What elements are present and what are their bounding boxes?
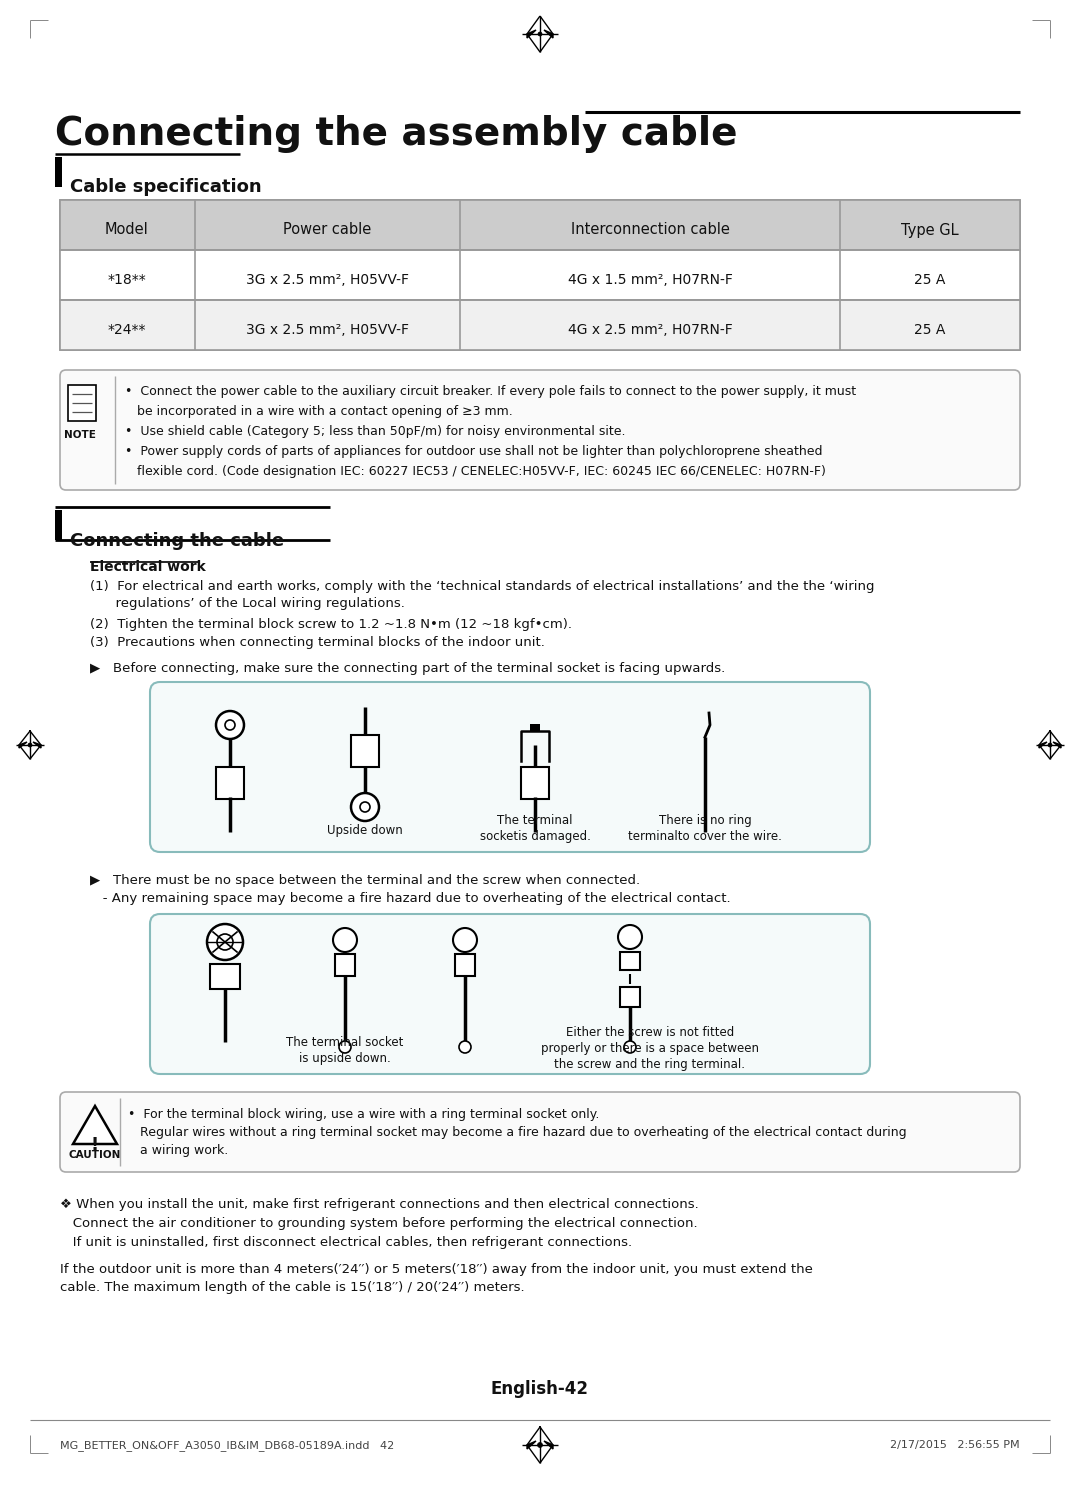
Text: 4G x 2.5 mm², H07RN-F: 4G x 2.5 mm², H07RN-F (568, 324, 732, 337)
Text: If the outdoor unit is more than 4 meters(′24′′) or 5 meters(′18′′) away from th: If the outdoor unit is more than 4 meter… (60, 1263, 813, 1276)
Circle shape (360, 802, 370, 813)
Text: 3G x 2.5 mm², H05VV-F: 3G x 2.5 mm², H05VV-F (245, 273, 408, 286)
Polygon shape (527, 30, 536, 37)
Polygon shape (1039, 743, 1047, 748)
FancyBboxPatch shape (530, 725, 540, 732)
Text: 25 A: 25 A (915, 273, 946, 286)
Circle shape (459, 1041, 471, 1053)
Text: Interconnection cable: Interconnection cable (570, 222, 729, 237)
Text: ▶   Before connecting, make sure the connecting part of the terminal socket is f: ▶ Before connecting, make sure the conne… (90, 662, 726, 675)
Text: If unit is uninstalled, first disconnect electrical cables, then refrigerant con: If unit is uninstalled, first disconnect… (60, 1236, 632, 1249)
Text: Type GL: Type GL (901, 222, 959, 237)
Text: Upside down: Upside down (327, 825, 403, 836)
Text: ❖ When you install the unit, make first refrigerant connections and then electri: ❖ When you install the unit, make first … (60, 1197, 699, 1211)
Text: The terminal
socketis damaged.: The terminal socketis damaged. (480, 814, 591, 842)
Text: •  Connect the power cable to the auxiliary circuit breaker. If every pole fails: • Connect the power cable to the auxilia… (125, 385, 856, 398)
Circle shape (618, 924, 642, 948)
Text: Model: Model (105, 222, 149, 237)
Circle shape (225, 720, 235, 731)
Circle shape (1048, 743, 1052, 747)
Circle shape (351, 793, 379, 822)
Text: (2)  Tighten the terminal block screw to 1.2 ~1.8 N•m (12 ~18 kgf•cm).: (2) Tighten the terminal block screw to … (90, 617, 572, 631)
Circle shape (207, 924, 243, 960)
Circle shape (339, 1041, 351, 1053)
Text: •  Use shield cable (Category 5; less than 50pF/m) for noisy environmental site.: • Use shield cable (Category 5; less tha… (125, 425, 625, 438)
Polygon shape (544, 30, 553, 37)
Polygon shape (544, 1440, 553, 1449)
Polygon shape (527, 1440, 536, 1449)
Polygon shape (73, 1106, 117, 1144)
Text: CAUTION: CAUTION (69, 1150, 121, 1160)
FancyBboxPatch shape (455, 954, 475, 977)
Text: regulations’ of the Local wiring regulations.: regulations’ of the Local wiring regulat… (90, 596, 405, 610)
Polygon shape (19, 743, 27, 748)
Text: Regular wires without a ring terminal socket may become a fire hazard due to ove: Regular wires without a ring terminal so… (129, 1126, 906, 1139)
Text: 3G x 2.5 mm², H05VV-F: 3G x 2.5 mm², H05VV-F (245, 324, 408, 337)
Text: (1)  For electrical and earth works, comply with the ‘technical standards of ele: (1) For electrical and earth works, comp… (90, 580, 875, 593)
Text: 2/17/2015   2:56:55 PM: 2/17/2015 2:56:55 PM (890, 1440, 1020, 1451)
Text: be incorporated in a wire with a contact opening of ≥3 mm.: be incorporated in a wire with a contact… (125, 406, 513, 417)
FancyBboxPatch shape (60, 370, 1020, 491)
Circle shape (28, 743, 32, 747)
Text: Cable specification: Cable specification (70, 177, 261, 195)
Text: Connecting the cable: Connecting the cable (70, 532, 284, 550)
FancyBboxPatch shape (335, 954, 355, 977)
FancyBboxPatch shape (216, 766, 244, 799)
Text: Electrical work: Electrical work (90, 561, 206, 574)
Text: Connecting the assembly cable: Connecting the assembly cable (55, 115, 738, 154)
Text: NOTE: NOTE (64, 429, 96, 440)
FancyBboxPatch shape (60, 250, 1020, 300)
Circle shape (538, 31, 542, 36)
Circle shape (624, 1041, 636, 1053)
FancyBboxPatch shape (60, 300, 1020, 350)
FancyBboxPatch shape (60, 200, 1020, 350)
Circle shape (538, 1442, 542, 1448)
FancyBboxPatch shape (150, 681, 870, 851)
FancyBboxPatch shape (55, 157, 62, 186)
Text: ▶   There must be no space between the terminal and the screw when connected.: ▶ There must be no space between the ter… (90, 874, 640, 887)
FancyBboxPatch shape (68, 385, 96, 420)
Text: The terminal socket
is upside down.: The terminal socket is upside down. (286, 1036, 404, 1065)
Text: *18**: *18** (108, 273, 147, 286)
Circle shape (216, 711, 244, 740)
Text: MG_BETTER_ON&OFF_A3050_IB&IM_DB68-05189A.indd   42: MG_BETTER_ON&OFF_A3050_IB&IM_DB68-05189A… (60, 1440, 394, 1451)
Text: (3)  Precautions when connecting terminal blocks of the indoor unit.: (3) Precautions when connecting terminal… (90, 637, 545, 649)
Circle shape (333, 927, 357, 951)
FancyBboxPatch shape (150, 914, 870, 1074)
Text: English-42: English-42 (491, 1381, 589, 1399)
Text: •  For the terminal block wiring, use a wire with a ring terminal socket only.: • For the terminal block wiring, use a w… (129, 1108, 599, 1121)
Text: •  Power supply cords of parts of appliances for outdoor use shall not be lighte: • Power supply cords of parts of applian… (125, 444, 823, 458)
FancyBboxPatch shape (351, 735, 379, 766)
Text: *24**: *24** (108, 324, 146, 337)
Circle shape (217, 933, 233, 950)
Text: There is no ring
terminalto cover the wire.: There is no ring terminalto cover the wi… (629, 814, 782, 842)
Text: 4G x 1.5 mm², H07RN-F: 4G x 1.5 mm², H07RN-F (568, 273, 732, 286)
FancyBboxPatch shape (60, 200, 1020, 250)
FancyBboxPatch shape (521, 766, 549, 799)
Polygon shape (1053, 743, 1061, 748)
Circle shape (453, 927, 477, 951)
FancyBboxPatch shape (620, 987, 640, 1006)
Text: Connect the air conditioner to grounding system before performing the electrical: Connect the air conditioner to grounding… (60, 1217, 698, 1230)
Text: 25 A: 25 A (915, 324, 946, 337)
Text: flexible cord. (Code designation IEC: 60227 IEC53 / CENELEC:H05VV-F, IEC: 60245 : flexible cord. (Code designation IEC: 60… (125, 465, 826, 479)
FancyBboxPatch shape (60, 1091, 1020, 1172)
Polygon shape (33, 743, 41, 748)
Text: Power cable: Power cable (283, 222, 372, 237)
Text: Either the screw is not fitted
properly or there is a space between
the screw an: Either the screw is not fitted properly … (541, 1026, 759, 1071)
Text: a wiring work.: a wiring work. (129, 1144, 228, 1157)
Text: !: ! (91, 1136, 99, 1154)
Text: - Any remaining space may become a fire hazard due to overheating of the electri: - Any remaining space may become a fire … (90, 892, 731, 905)
FancyBboxPatch shape (55, 510, 62, 540)
FancyBboxPatch shape (620, 951, 640, 971)
Text: cable. The maximum length of the cable is 15(′18′′) / 20(′24′′) meters.: cable. The maximum length of the cable i… (60, 1281, 525, 1294)
FancyBboxPatch shape (210, 965, 240, 989)
